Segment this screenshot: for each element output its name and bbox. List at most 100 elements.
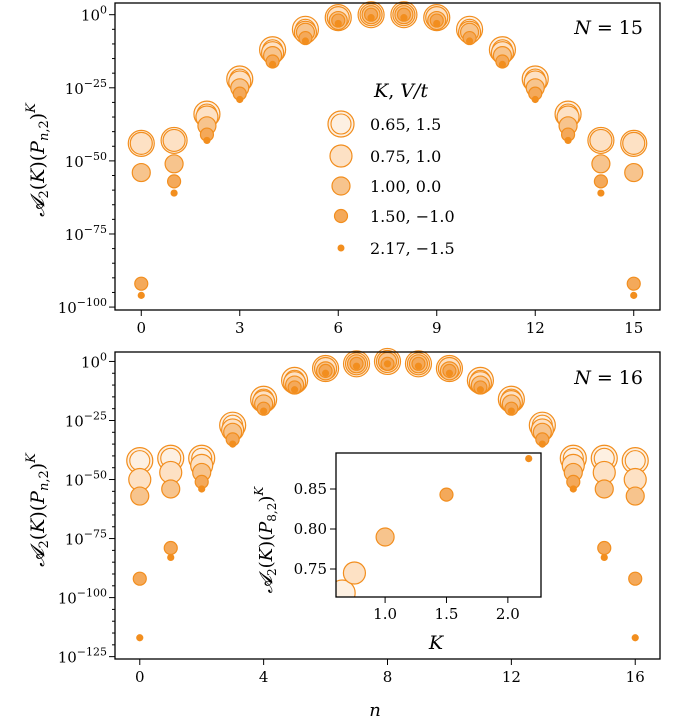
inset-point-5 bbox=[525, 455, 533, 463]
bottom-data-points bbox=[126, 347, 649, 642]
legend-entry-4: 1.50, −1.0 bbox=[333, 207, 455, 226]
inset-xtick-label: 1.0 bbox=[373, 605, 397, 623]
top-point-s4-n0 bbox=[134, 276, 149, 291]
inset-ticks: 1.0 1.5 2.0 0.75 0.80 0.85 bbox=[294, 480, 520, 623]
bottom-point-s4-n1 bbox=[163, 540, 178, 556]
top-point-s3-n14 bbox=[591, 154, 611, 174]
top-point-s5-n8 bbox=[400, 14, 408, 22]
bottom-panel: 0 4 8 12 16 100 10−25 10−50 10−75 10−100 10−125 N … bbox=[24, 347, 661, 721]
bottom-ytick-label: 10−25 bbox=[65, 409, 107, 430]
bottom-point-s5-n3 bbox=[229, 440, 237, 448]
top-ytick-label: 10−100 bbox=[58, 296, 107, 317]
top-point-s4-n14 bbox=[593, 174, 609, 189]
bottom-point-s5-n7 bbox=[352, 362, 361, 370]
top-point-s3-n0 bbox=[131, 162, 151, 183]
top-point-s5-n0 bbox=[137, 291, 145, 299]
legend-marker-3 bbox=[331, 176, 351, 196]
top-point-s2-n15 bbox=[622, 131, 646, 155]
top-point-s5-n6 bbox=[334, 19, 342, 28]
top-point-s5-n10 bbox=[465, 37, 474, 45]
bottom-ticks: 0 4 8 12 16 100 10−25 10−50 10−75 10−100 10−125 bbox=[58, 350, 645, 686]
bottom-point-s4-n0 bbox=[132, 571, 147, 586]
top-point-s2-n14 bbox=[589, 128, 613, 153]
bottom-point-s4-n15 bbox=[597, 540, 612, 556]
top-xtick-label: 0 bbox=[136, 319, 146, 337]
inset-point-1 bbox=[336, 579, 356, 597]
legend-marker-1 bbox=[327, 110, 355, 138]
legend-title: K, V/t bbox=[373, 80, 428, 102]
inset-xtick-label: 1.5 bbox=[435, 605, 459, 623]
top-point-s5-n2 bbox=[203, 136, 211, 145]
top-xtick-label: 12 bbox=[526, 319, 545, 337]
top-point-s5-n15 bbox=[630, 291, 638, 299]
top-point-s5-n3 bbox=[236, 95, 244, 104]
bottom-point-s5-n1 bbox=[167, 553, 175, 562]
top-axes-frame bbox=[114, 2, 661, 311]
top-point-s4-n15 bbox=[626, 276, 641, 291]
bottom-point-s5-n10 bbox=[445, 369, 454, 377]
top-point-s5-n11 bbox=[498, 60, 507, 69]
bottom-point-s4-n16 bbox=[628, 571, 643, 586]
top-point-s5-n13 bbox=[564, 136, 572, 145]
inset-background bbox=[336, 453, 541, 597]
top-ticks: 0 3 6 9 12 15 100 10−25 10−50 10−75 10−100 bbox=[58, 4, 644, 337]
top-point-s2-n1 bbox=[162, 128, 186, 153]
bottom-ytick-label: 10−50 bbox=[65, 469, 107, 490]
legend-entry-2: 0.75, 1.0 bbox=[329, 144, 441, 168]
bottom-point-s5-n14 bbox=[569, 485, 577, 493]
inset-point-2 bbox=[342, 561, 367, 585]
bottom-point-s5-n13 bbox=[538, 440, 546, 448]
inset-xtick-label: 2.0 bbox=[496, 605, 520, 623]
inset-point-4 bbox=[439, 487, 454, 502]
bottom-panel-title: N = 16 bbox=[573, 367, 643, 389]
legend-label-5: 2.17, −1.5 bbox=[370, 239, 455, 258]
top-point-s5-n14 bbox=[597, 189, 605, 197]
top-xtick-label: 3 bbox=[235, 319, 245, 337]
inset-axes-frame bbox=[335, 452, 542, 598]
bottom-point-s5-n11 bbox=[476, 386, 484, 394]
legend-entry-5: 2.17, −1.5 bbox=[337, 239, 455, 258]
inset-ylabel: 𝓐2(K)(P8,2)K bbox=[252, 486, 279, 594]
inset-ytick-label: 0.75 bbox=[294, 560, 327, 578]
top-panel-title: N = 15 bbox=[573, 17, 643, 39]
bottom-xtick-label: 4 bbox=[259, 668, 269, 686]
bottom-ytick-label: 10−125 bbox=[58, 646, 107, 667]
top-point-s5-n5 bbox=[301, 37, 310, 45]
top-point-s5-n1 bbox=[170, 189, 178, 197]
top-xtick-label: 9 bbox=[432, 319, 442, 337]
bottom-point-s5-n0 bbox=[136, 634, 144, 642]
top-point-s5-n12 bbox=[531, 95, 539, 104]
bottom-point-s5-n12 bbox=[507, 407, 515, 415]
legend-marker-4 bbox=[333, 208, 349, 224]
top-ytick-label: 10−25 bbox=[65, 77, 107, 98]
top-ytick-label: 100 bbox=[81, 4, 107, 25]
top-ytick-label: 10−50 bbox=[65, 150, 107, 171]
bottom-point-s3-n1 bbox=[161, 479, 181, 499]
bottom-xlabel: n bbox=[369, 700, 381, 721]
inset-xlabel: K bbox=[428, 632, 445, 654]
inset-data-points bbox=[336, 455, 533, 597]
bottom-point-s5-n16 bbox=[631, 634, 639, 642]
top-point-s4-n1 bbox=[166, 174, 182, 189]
legend-label-1: 0.65, 1.5 bbox=[370, 115, 441, 134]
bottom-point-s5-n15 bbox=[600, 553, 608, 562]
top-xtick-label: 15 bbox=[624, 319, 643, 337]
bottom-xtick-label: 8 bbox=[383, 668, 393, 686]
bottom-point-s5-n8 bbox=[383, 360, 392, 368]
top-point-s5-n4 bbox=[268, 60, 277, 69]
top-data-points bbox=[127, 1, 648, 299]
legend-marker-5 bbox=[337, 244, 345, 252]
bottom-ytick-label: 10−75 bbox=[65, 528, 107, 549]
bottom-xtick-label: 12 bbox=[502, 668, 521, 686]
bottom-point-s5-n4 bbox=[260, 407, 268, 415]
bottom-point-s5-n6 bbox=[321, 369, 330, 377]
legend-label-3: 1.00, 0.0 bbox=[370, 177, 441, 196]
bottom-ytick-label: 10−100 bbox=[58, 587, 107, 608]
top-point-s3-n1 bbox=[164, 154, 184, 174]
bottom-ytick-label: 100 bbox=[81, 350, 107, 371]
bottom-point-s5-n2 bbox=[198, 485, 206, 493]
legend-entry-3: 1.00, 0.0 bbox=[331, 176, 441, 196]
legend-marker-2 bbox=[329, 144, 353, 168]
